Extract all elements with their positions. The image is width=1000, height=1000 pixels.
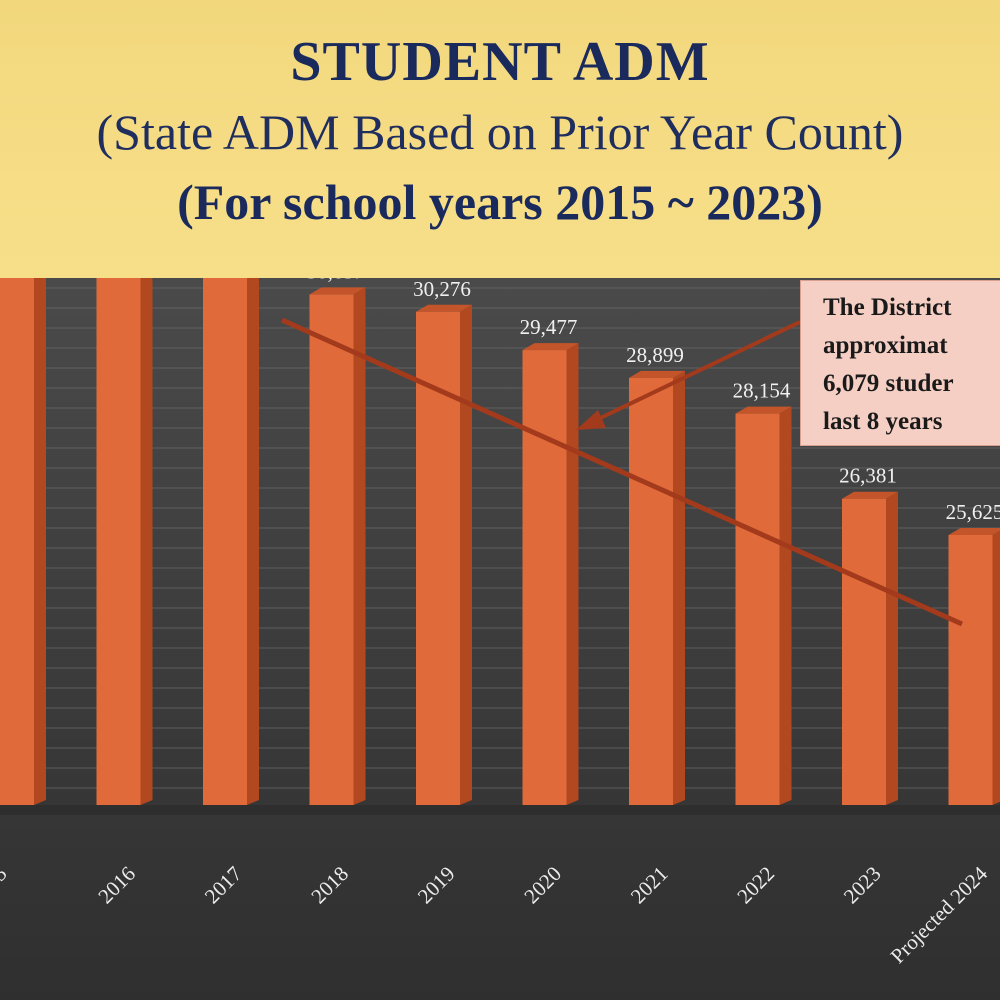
title-band: STUDENT ADM (State ADM Based on Prior Ye…	[0, 0, 1000, 278]
x-tick-label: 2017	[200, 862, 247, 909]
bar	[842, 498, 886, 805]
bars	[0, 278, 1000, 805]
bar-side	[247, 278, 259, 805]
callout-line-3: 6,079 studer	[823, 370, 954, 397]
bar-top	[309, 287, 366, 295]
x-tick-label: 2023	[839, 862, 886, 909]
x-tick-label: 2019	[413, 862, 460, 909]
chart-years-subtitle: (For school years 2015 ~ 2023)	[177, 174, 823, 230]
data-label: 28,154	[733, 379, 791, 403]
bar-side	[673, 370, 685, 805]
bar	[522, 350, 567, 805]
bar-top	[948, 528, 1000, 535]
bar-side	[353, 287, 366, 805]
data-labels: ,30731,84731,70430,63730,27629,47728,899…	[307, 278, 1000, 524]
bar-top	[842, 491, 898, 499]
trend-line	[280, 317, 964, 627]
x-tick-labels: 5 2016 2017 2018 2019 2020 2021 2022 2023 Project…	[0, 861, 992, 968]
callout-line-2: approximat	[823, 332, 948, 359]
data-label: 26,381	[839, 464, 897, 488]
x-tick-label: 2022	[732, 862, 779, 909]
bar-top	[735, 406, 792, 414]
trend-line-segment	[280, 317, 964, 627]
bar	[96, 278, 141, 805]
chart-subtitle: (State ADM Based on Prior Year Count)	[96, 104, 904, 160]
chart-title: STUDENT ADM	[290, 31, 710, 93]
bar-side	[779, 406, 792, 805]
callout-line-1: The District	[823, 294, 952, 321]
x-tick-label: 2018	[306, 862, 353, 909]
bar	[203, 278, 247, 805]
bar-top	[629, 370, 685, 378]
bar-side	[34, 278, 46, 805]
callout-line-4: last 8 years	[823, 408, 943, 435]
bar-top	[416, 304, 472, 312]
x-tick-label: Projected 2024	[886, 861, 993, 968]
bar	[0, 278, 34, 805]
gridlines	[0, 287, 1000, 815]
x-tick-label: 2016	[93, 862, 140, 909]
bar-side	[992, 530, 1000, 805]
bar-chart: ,30731,84731,70430,63730,27629,47728,899…	[0, 278, 1000, 968]
bar-side	[460, 304, 472, 805]
chart-floor	[0, 805, 1000, 815]
callout-arrowhead	[576, 410, 606, 430]
x-tick-label: 2020	[519, 862, 566, 909]
bar-side	[140, 278, 153, 805]
bar	[416, 311, 460, 805]
data-label: 25,625	[946, 500, 1000, 524]
x-tick-label: 2021	[626, 862, 673, 909]
callout-box: The District approximat 6,079 studer las…	[800, 280, 1000, 446]
bar-top	[522, 343, 579, 351]
data-label: 29,477	[520, 315, 578, 339]
data-label: 30,637	[307, 278, 365, 283]
data-label: 28,899	[626, 343, 684, 367]
callout-arrow	[589, 320, 801, 425]
x-tick-label: 5	[0, 862, 12, 886]
bar	[948, 535, 993, 805]
data-label: 30,276	[413, 278, 471, 301]
bar-side	[566, 343, 579, 805]
bar	[309, 294, 354, 805]
bar	[629, 377, 673, 805]
bar-side	[886, 491, 898, 805]
bar	[735, 413, 780, 805]
